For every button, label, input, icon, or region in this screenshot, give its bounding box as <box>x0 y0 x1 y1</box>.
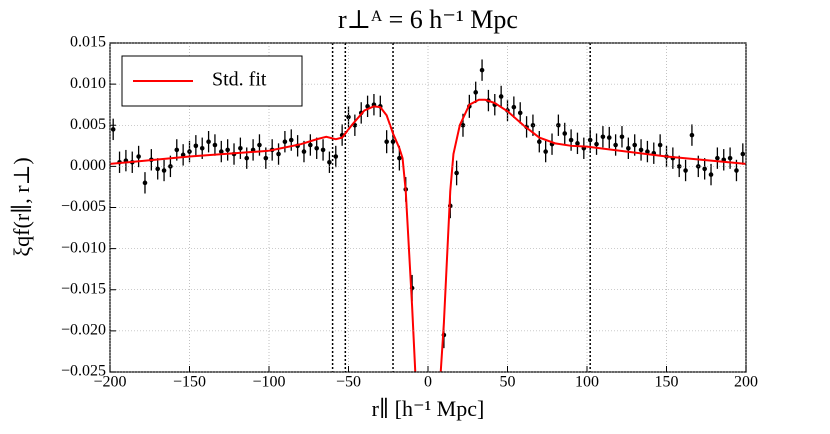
x-tick-label: −200 <box>93 374 126 391</box>
data-point <box>320 147 326 153</box>
y-tick-label: 0.010 <box>70 75 106 92</box>
data-point <box>219 149 224 154</box>
data-point <box>638 147 644 153</box>
data-point <box>587 137 593 143</box>
x-tick-label: 0 <box>424 374 432 391</box>
x-axis-label: r∥ [h⁻¹ Mpc] <box>372 396 485 421</box>
data-point <box>136 154 141 159</box>
data-point <box>619 134 625 140</box>
data-point <box>645 149 650 154</box>
data-point <box>594 141 599 147</box>
data-point <box>708 172 714 177</box>
data-point <box>498 94 504 99</box>
data-point <box>327 159 332 165</box>
data-point <box>511 104 517 110</box>
legend-label: Std. fit <box>212 69 267 91</box>
data-point <box>199 145 205 151</box>
data-point <box>282 139 288 144</box>
data-point <box>314 145 320 151</box>
data-point <box>657 142 663 148</box>
data-point <box>715 155 720 161</box>
data-point <box>727 155 733 161</box>
data-point <box>575 141 580 146</box>
data-point <box>161 168 167 173</box>
x-tick-label: 50 <box>500 374 516 391</box>
data-point <box>276 151 281 157</box>
data-point <box>689 132 695 138</box>
fit-line <box>110 98 746 372</box>
data-point <box>613 142 618 148</box>
x-tick-label: 150 <box>655 374 679 391</box>
data-point <box>543 149 548 154</box>
x-tick-label: 100 <box>575 374 599 391</box>
y-tick-label: −0.015 <box>61 280 106 297</box>
chart-title: r⊥ᴬ = 6 h⁻¹ Mpc <box>338 5 518 34</box>
data-point <box>683 168 688 173</box>
data-point <box>702 166 707 172</box>
data-point <box>174 147 180 153</box>
data-point <box>454 170 459 176</box>
y-tick-label: −0.010 <box>61 239 106 256</box>
data-point <box>626 145 631 151</box>
data-point <box>110 127 116 132</box>
data-point <box>212 142 218 148</box>
data-point <box>346 114 351 120</box>
data-point <box>155 166 160 172</box>
data-point <box>397 155 402 161</box>
data-point <box>606 135 612 140</box>
data-point <box>556 122 561 128</box>
data-point <box>562 131 568 136</box>
data-point <box>632 142 637 148</box>
data-point <box>568 137 574 143</box>
data-point <box>193 143 199 149</box>
data-point <box>530 122 536 128</box>
y-tick-label: −0.025 <box>61 363 106 380</box>
data-point <box>473 90 479 95</box>
data-point <box>740 151 746 157</box>
y-tick-label: −0.005 <box>61 198 106 215</box>
plot-area <box>110 43 746 372</box>
data-point <box>333 154 339 159</box>
x-tick-label: −150 <box>173 374 206 391</box>
y-axis-label: ξqf(r∥, r⊥) <box>9 157 34 256</box>
data-point <box>460 122 466 128</box>
data-point <box>537 139 542 144</box>
data-point <box>263 155 269 161</box>
data-point <box>244 155 250 161</box>
data-point <box>238 145 243 151</box>
y-tick-label: 0.000 <box>70 157 106 174</box>
data-point <box>257 142 262 148</box>
data-point <box>384 139 389 144</box>
data-point <box>365 104 370 109</box>
x-tick-label: −100 <box>252 374 285 391</box>
data-point <box>142 180 148 186</box>
data-point <box>308 142 313 148</box>
y-tick-label: −0.020 <box>61 322 106 339</box>
data-point <box>600 134 606 140</box>
data-point <box>479 67 485 73</box>
data-point <box>676 164 682 169</box>
x-tick-label: 200 <box>734 374 758 391</box>
data-point <box>517 110 523 116</box>
data-point <box>734 168 739 173</box>
y-tick-label: 0.005 <box>70 116 106 133</box>
data-point <box>206 139 211 144</box>
y-tick-label: 0.015 <box>70 34 106 51</box>
data-point <box>390 139 396 144</box>
data-point <box>288 137 294 143</box>
data-point <box>301 149 307 154</box>
x-tick-label: −50 <box>336 374 361 391</box>
data-point <box>225 147 230 153</box>
